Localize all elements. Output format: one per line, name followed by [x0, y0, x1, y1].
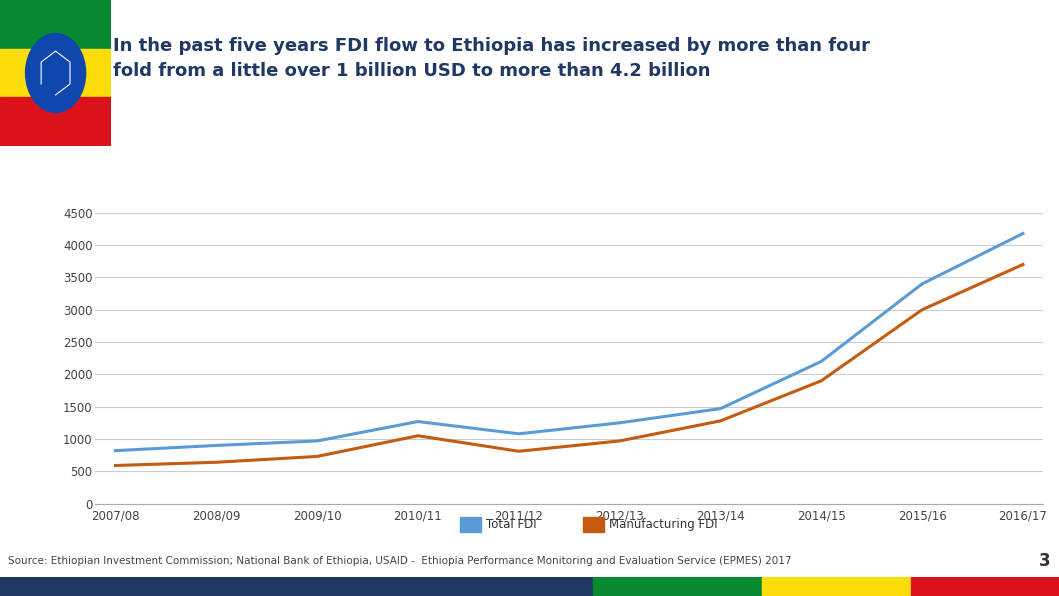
- Circle shape: [25, 33, 86, 113]
- Text: Source: Ethiopian Investment Commission; National Bank of Ethiopia, USAID -  Eth: Source: Ethiopian Investment Commission;…: [8, 555, 792, 566]
- Bar: [911, 577, 1059, 596]
- Bar: [593, 577, 762, 596]
- Text: Manufacturing FDI: Manufacturing FDI: [609, 518, 718, 531]
- Text: 3: 3: [1039, 551, 1051, 570]
- Text: Total FDI inflow & share of manufacturing FDI 2006/07 - 2016/17 (in USD million): Total FDI inflow & share of manufacturin…: [92, 176, 785, 191]
- Bar: [0, 577, 593, 596]
- Bar: [762, 577, 911, 596]
- Bar: [461, 517, 481, 532]
- Text: In the past five years FDI flow to Ethiopia has increased by more than four
fold: In the past five years FDI flow to Ethio…: [113, 37, 870, 80]
- Bar: [584, 517, 605, 532]
- Text: Total FDI: Total FDI: [486, 518, 537, 531]
